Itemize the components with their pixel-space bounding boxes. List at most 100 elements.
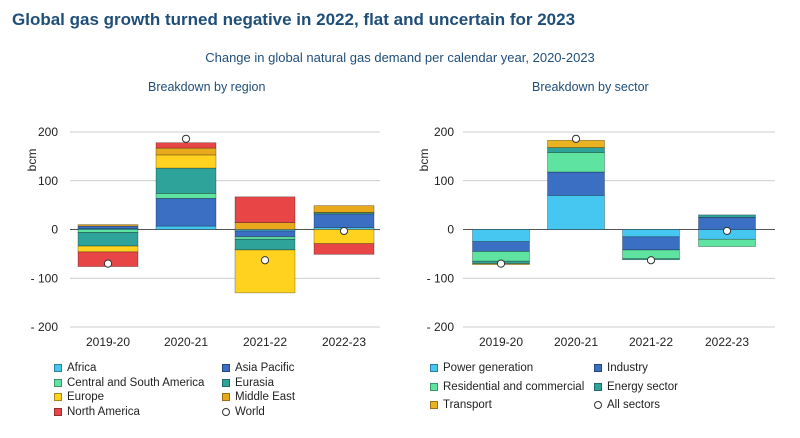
bar-north-america-2020-21 [155, 142, 217, 149]
bar-asia-pacific-2020-21 [155, 198, 217, 227]
legend-marker-icon [594, 401, 602, 409]
legend-item-industry: Industry [594, 362, 648, 374]
bar-industry-2020-21 [547, 171, 605, 196]
legend-swatch [594, 364, 602, 372]
legend-item-power-generation: Power generation [430, 362, 533, 374]
legend-item-asia-pacific: Asia Pacific [222, 362, 294, 374]
bar-asia-pacific-2021-22 [234, 230, 296, 238]
legend-item-transport: Transport [430, 399, 492, 411]
legend-label: Residential and commercial [443, 380, 585, 393]
legend-swatch [222, 393, 230, 401]
chart-subtitle: Change in global natural gas demand per … [205, 50, 595, 65]
y-tick-label: 100 [38, 174, 58, 188]
legend-item-energy-sector: Energy sector [594, 381, 678, 393]
bar-europe-2020-21 [155, 154, 217, 169]
bar-europe-2019-20 [77, 245, 139, 253]
legend-item-eurasia: Eurasia [222, 377, 274, 389]
y-axis-label: bcm [417, 149, 431, 172]
legend-label: Eurasia [235, 376, 274, 389]
legend-item-central-and-south-america: Central and South America [54, 377, 204, 389]
bar-eurasia-2021-22 [234, 238, 296, 251]
legend-label: All sectors [607, 399, 661, 411]
legend-swatch [54, 393, 62, 401]
bar-north-america-2021-22 [234, 196, 296, 223]
legend-item-europe: Europe [54, 391, 104, 403]
y-tick-label: 0 [447, 223, 454, 237]
bar-north-america-2022-23 [313, 243, 375, 255]
legend-swatch [222, 364, 230, 372]
legend-label: Industry [607, 362, 648, 374]
marker-all-sectors-2020-21 [571, 134, 581, 143]
right-panel-title: Breakdown by sector [532, 80, 649, 94]
marker-world-2020-21 [181, 134, 191, 143]
legend-item-middle-east: Middle East [222, 391, 295, 403]
legend-marker-icon [222, 407, 230, 416]
legend-swatch [430, 401, 438, 409]
legend-label: World [235, 405, 265, 418]
bar-africa-2020-21 [155, 225, 217, 230]
x-tick-label-2021-22: 2021-22 [243, 335, 287, 349]
legend-item-residential-and-commercial: Residential and commercial [430, 381, 584, 393]
y-tick-label: - 100 [427, 271, 455, 285]
y-tick-label: 200 [434, 125, 454, 139]
legend-label: Energy sector [607, 380, 678, 393]
bar-central-and-south-america-2021-22 [234, 236, 296, 240]
bar-residential-and-commercial-2022-23 [698, 238, 756, 247]
y-axis-label: bcm [25, 149, 39, 172]
legend-swatch [430, 364, 438, 372]
bar-eurasia-2020-21 [155, 167, 217, 194]
left-panel-title: Breakdown by region [148, 80, 266, 94]
bar-eurasia-2019-20 [77, 232, 139, 247]
legend-swatch [54, 378, 62, 387]
bar-industry-2019-20 [472, 241, 530, 252]
y-tick-label: 200 [38, 125, 58, 139]
bar-power-generation-2021-22 [622, 229, 680, 238]
x-tick-label-2020-21: 2020-21 [554, 335, 598, 349]
legend-swatch [54, 407, 62, 416]
bar-industry-2021-22 [622, 236, 680, 251]
bar-middle-east-2019-20 [77, 224, 139, 227]
legend-label: Transport [443, 399, 492, 411]
legend-label: Central and South America [67, 376, 205, 389]
legend-label: North America [67, 405, 140, 418]
x-tick-label-2021-22: 2021-22 [629, 335, 673, 349]
x-tick-label-2022-23: 2022-23 [705, 335, 749, 349]
legend-swatch [430, 382, 438, 391]
x-tick-label-2019-20: 2019-20 [86, 335, 130, 349]
marker-world-2019-20 [103, 259, 113, 268]
legend-item-africa: Africa [54, 362, 96, 374]
legend-label: Europe [67, 391, 105, 403]
legend-label: Middle East [235, 391, 296, 403]
legend-item-world: World [222, 406, 265, 418]
bar-central-and-south-america-2020-21 [155, 193, 217, 199]
bar-asia-pacific-2022-23 [313, 213, 375, 228]
legend-swatch [594, 382, 602, 391]
y-tick-label: - 200 [427, 320, 455, 334]
legend-item-north-america: North America [54, 406, 140, 418]
marker-all-sectors-2022-23 [722, 226, 732, 236]
y-tick-label: - 100 [31, 271, 59, 285]
bar-energy-sector-2020-21 [547, 147, 605, 153]
legend-item-all-sectors: All sectors [594, 399, 660, 411]
marker-world-2022-23 [339, 226, 349, 236]
marker-all-sectors-2019-20 [496, 259, 506, 268]
legend-label: Power generation [443, 362, 534, 374]
bar-middle-east-2021-22 [234, 222, 296, 230]
bar-asia-pacific-2019-20 [77, 225, 139, 229]
marker-world-2021-22 [260, 256, 270, 265]
marker-all-sectors-2021-22 [646, 256, 656, 265]
y-tick-label: 0 [51, 223, 58, 237]
bar-power-generation-2019-20 [472, 229, 530, 242]
bar-residential-and-commercial-2020-21 [547, 152, 605, 173]
x-tick-label-2019-20: 2019-20 [479, 335, 523, 349]
y-tick-label: - 200 [31, 320, 59, 334]
bar-middle-east-2022-23 [313, 205, 375, 213]
x-tick-label-2020-21: 2020-21 [164, 335, 208, 349]
x-tick-label-2022-23: 2022-23 [322, 335, 366, 349]
y-tick-label: 100 [434, 174, 454, 188]
bar-energy-sector-2022-23 [698, 214, 756, 218]
chart-title: Global gas growth turned negative in 202… [12, 10, 576, 29]
legend-swatch [222, 378, 230, 387]
legend-swatch [54, 364, 62, 372]
